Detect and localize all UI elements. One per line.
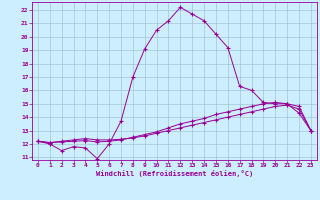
X-axis label: Windchill (Refroidissement éolien,°C): Windchill (Refroidissement éolien,°C) [96, 170, 253, 177]
